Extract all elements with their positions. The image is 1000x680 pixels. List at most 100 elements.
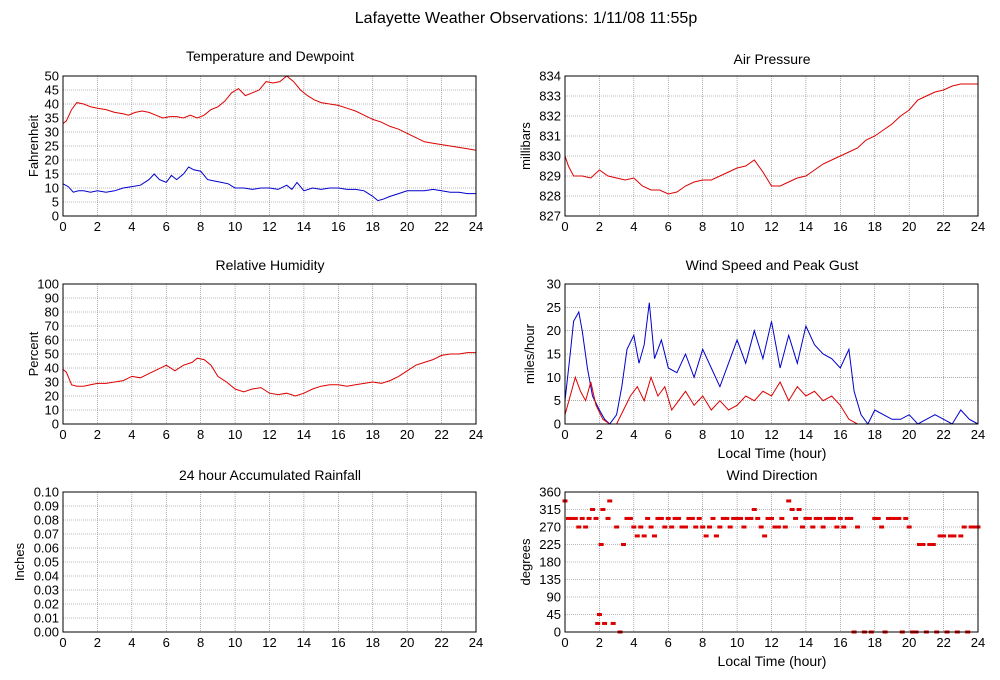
y-tick-label: 0 [554, 625, 561, 640]
x-tick-label: 22 [434, 219, 448, 234]
data-point [648, 525, 654, 529]
x-tick-label: 22 [434, 635, 448, 650]
data-point [796, 508, 802, 511]
data-point [627, 516, 633, 520]
x-tick-label: 14 [799, 219, 813, 234]
data-point [844, 516, 850, 520]
y-tick-label: 0 [52, 417, 59, 432]
data-point [596, 613, 602, 616]
x-tick-label: 0 [561, 635, 568, 650]
data-point [569, 516, 575, 520]
data-point [713, 534, 719, 538]
y-tick-label: 0.02 [34, 597, 59, 612]
data-point [669, 525, 675, 529]
data-point [717, 525, 723, 529]
grid [565, 76, 978, 216]
x-tick-label: 2 [94, 427, 101, 442]
x-tick-label: 16 [833, 427, 847, 442]
x-tick-label: 24 [971, 635, 985, 650]
data-point [947, 534, 953, 538]
data-point [703, 534, 709, 538]
y-tick-label: 15 [547, 347, 561, 362]
x-tick-label: 4 [128, 219, 135, 234]
data-point [799, 525, 805, 529]
data-point [806, 516, 812, 520]
data-point [879, 525, 885, 529]
y-tick-label: 80 [45, 305, 59, 320]
grid [63, 76, 476, 216]
data-point [583, 525, 589, 529]
x-tick-label: 20 [400, 219, 414, 234]
x-tick-label: 16 [833, 635, 847, 650]
x-tick-label: 0 [59, 219, 66, 234]
data-point [920, 543, 926, 546]
x-tick-label: 0 [561, 427, 568, 442]
data-point [903, 516, 909, 520]
x-tick-label: 10 [228, 635, 242, 650]
data-point [834, 525, 840, 529]
x-tick-label: 8 [699, 635, 706, 650]
data-point [782, 525, 788, 529]
y-tick-label: 100 [37, 277, 59, 292]
x-tick-label: 18 [366, 219, 380, 234]
data-point [638, 525, 644, 529]
y-tick-label: 827 [539, 209, 561, 224]
x-tick-label: 8 [699, 427, 706, 442]
data-point [662, 525, 668, 529]
x-tick-label: 6 [163, 219, 170, 234]
data-point [665, 516, 671, 520]
grid [63, 284, 476, 424]
data-point [824, 516, 830, 520]
x-tick-label: 10 [730, 427, 744, 442]
series-line-0 [62, 75, 477, 151]
data-point [751, 508, 757, 511]
x-tick-label: 4 [128, 635, 135, 650]
series-line-1 [62, 166, 476, 202]
data-point [602, 621, 608, 625]
data-point [744, 516, 750, 520]
data-point [968, 525, 974, 529]
data-point [927, 543, 933, 546]
y-tick-label: 10 [45, 403, 59, 418]
data-point [769, 516, 774, 520]
chart-title: Air Pressure [733, 51, 810, 67]
data-point [762, 534, 768, 538]
y-tick-label: 0.04 [34, 569, 59, 584]
y-tick-label: 225 [539, 537, 561, 552]
data-point [600, 508, 606, 511]
plot-frame [564, 75, 979, 217]
data-point [892, 516, 898, 520]
grid [565, 492, 978, 632]
data-point [672, 516, 678, 520]
data-point [810, 525, 816, 529]
data-point [686, 516, 692, 520]
x-axis-label: Local Time (hour) [718, 653, 827, 669]
y-tick-label: 10 [45, 181, 59, 196]
x-tick-label: 8 [197, 427, 204, 442]
data-point [731, 516, 737, 520]
y-tick-label: 180 [539, 555, 561, 570]
plot-frame [62, 283, 477, 425]
data-point [641, 534, 647, 538]
x-tick-label: 2 [94, 635, 101, 650]
data-point [961, 525, 967, 529]
y-tick-label: 828 [539, 189, 561, 204]
x-tick-label: 16 [833, 219, 847, 234]
data-point [875, 516, 881, 520]
data-point [631, 525, 637, 529]
data-point [758, 525, 764, 529]
y-tick-label: 35 [45, 111, 59, 126]
y-tick-label: 315 [539, 502, 561, 517]
y-axis-label: miles/hour [522, 323, 537, 384]
x-tick-label: 2 [94, 219, 101, 234]
data-point [696, 516, 702, 520]
x-tick-label: 12 [764, 635, 778, 650]
data-point [676, 516, 682, 520]
data-point [679, 525, 685, 529]
data-point [595, 621, 601, 625]
x-tick-label: 6 [665, 219, 672, 234]
chart-title: 24 hour Accumulated Rainfall [179, 467, 361, 483]
data-point [741, 525, 747, 529]
